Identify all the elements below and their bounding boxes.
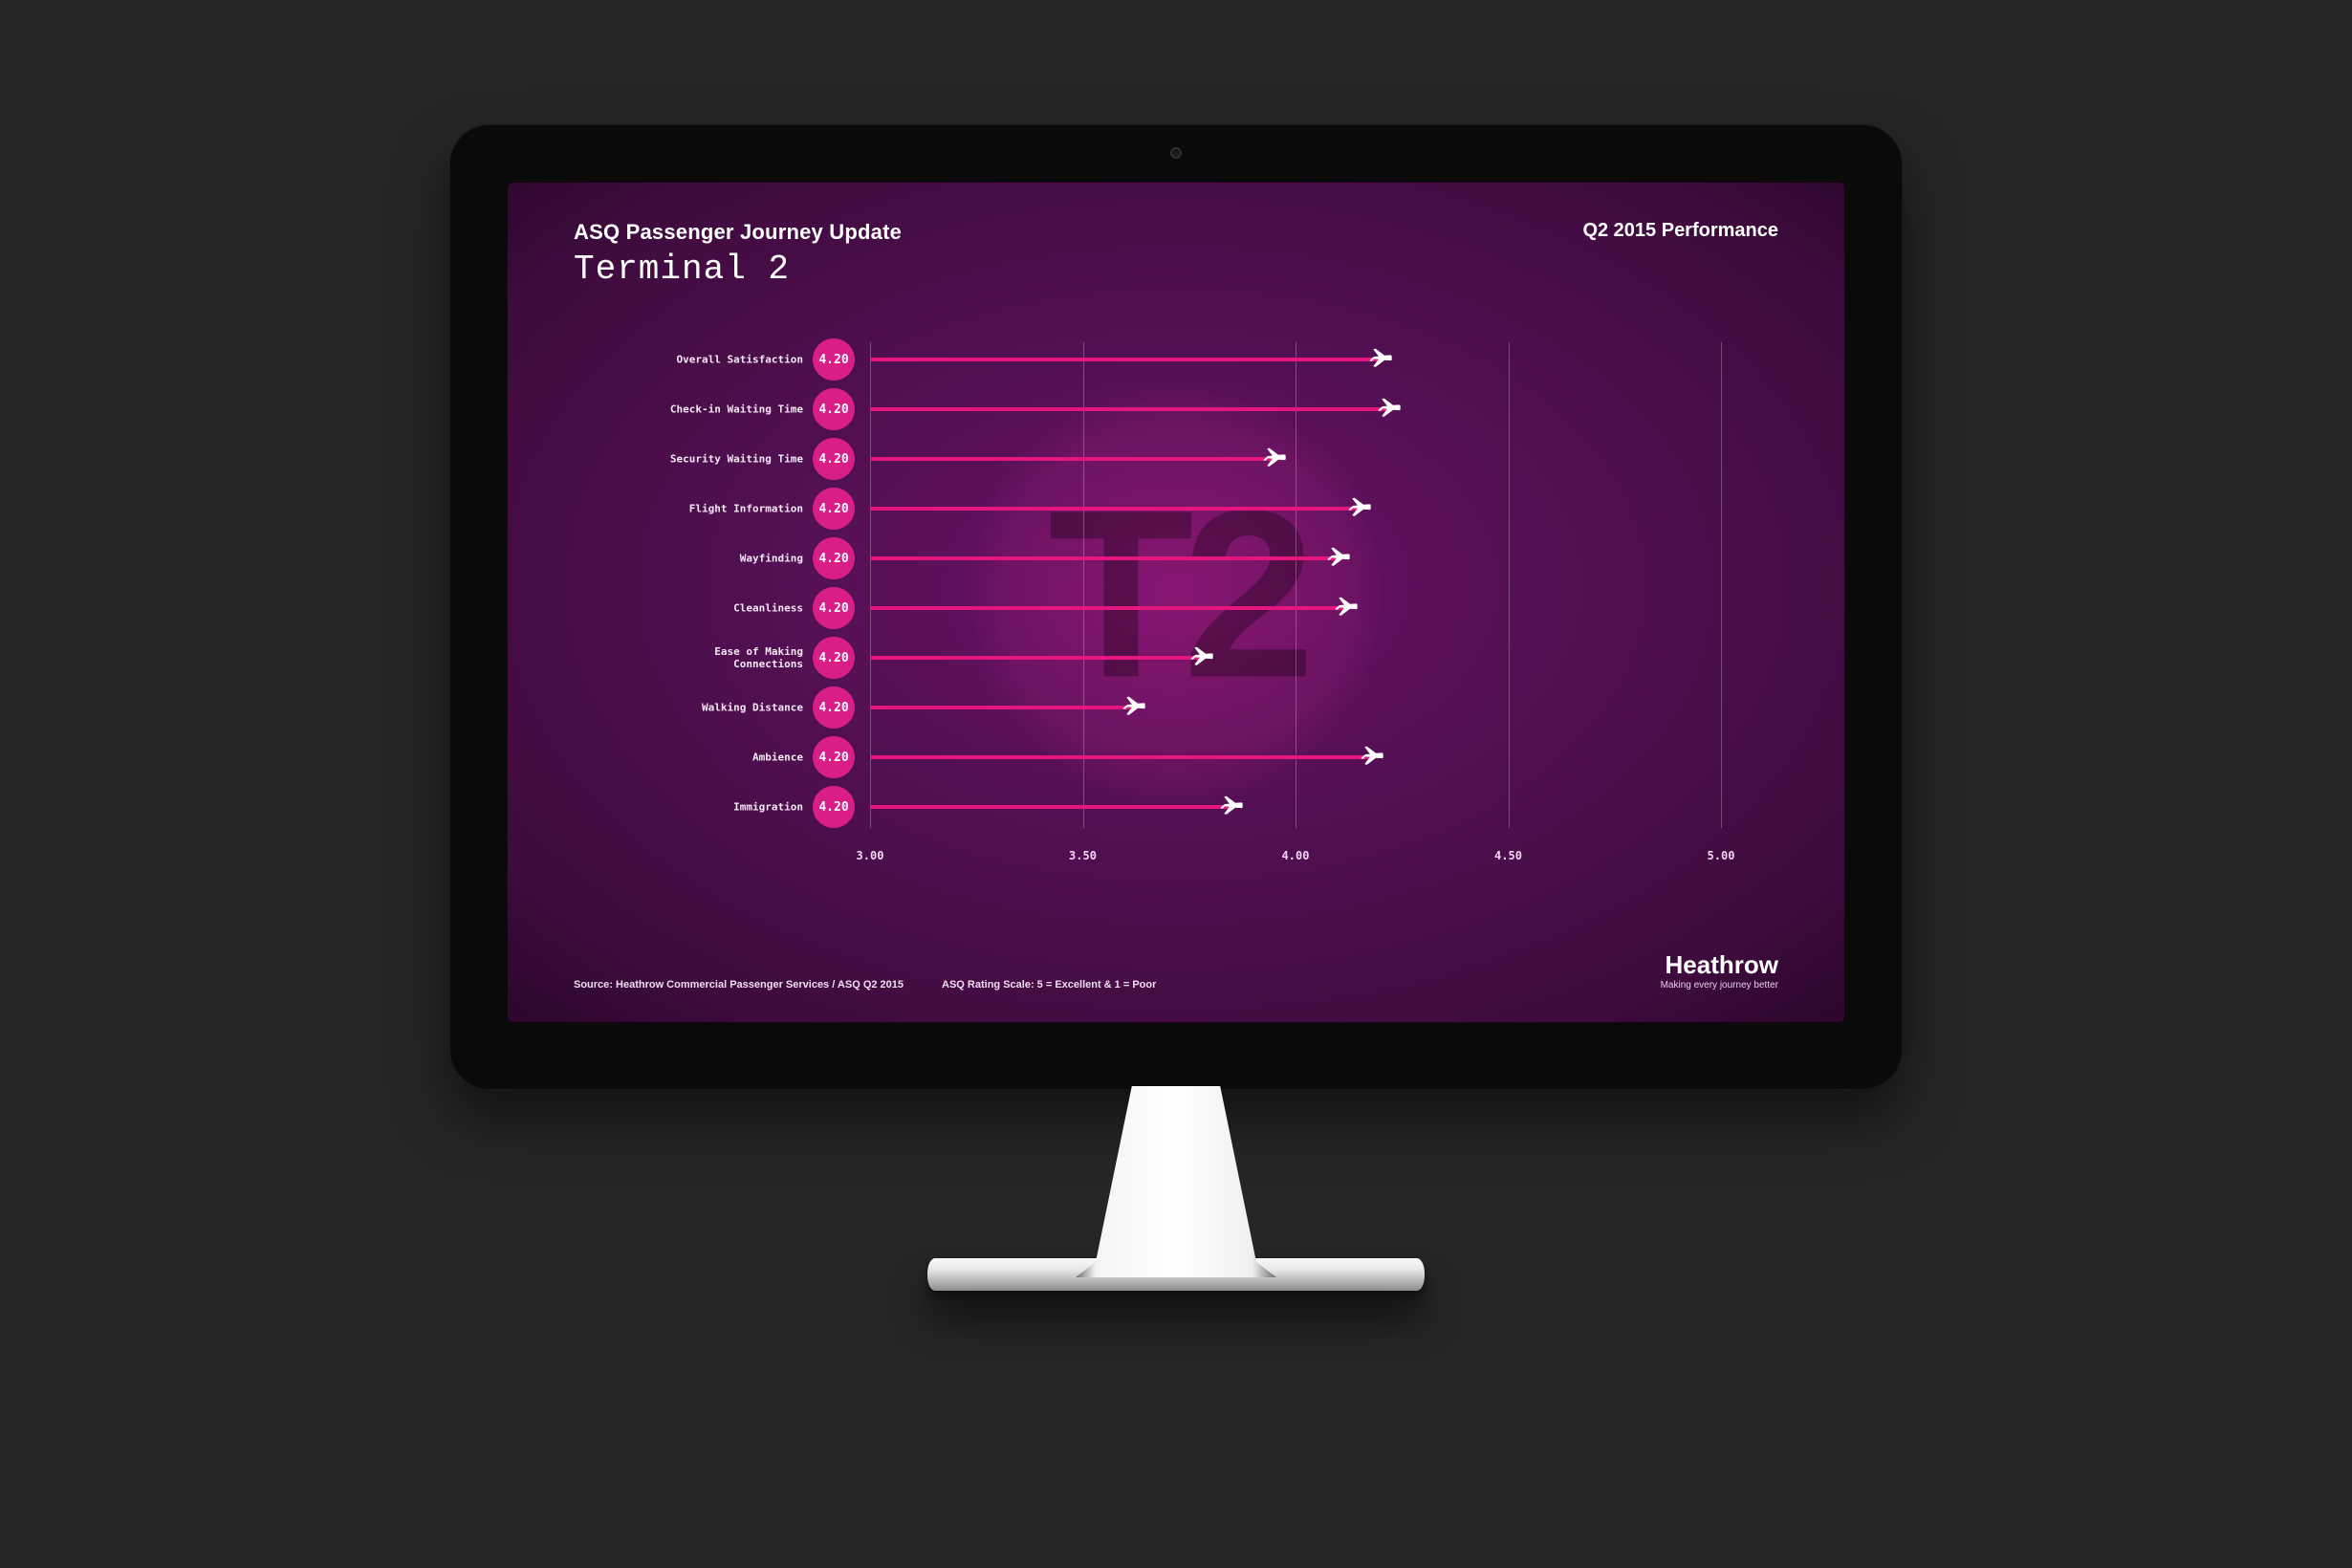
chart-row: Walking Distance 4.20 [612,683,1721,732]
slide-performance-label: Q2 2015 Performance [1582,220,1778,242]
chart-row-label: Ambience [612,751,803,764]
chart-gridline [1721,342,1722,828]
chart-row-label: Flight Information [612,503,803,515]
chart-rows: Overall Satisfaction 4.20 Check-in Waitin… [612,335,1721,832]
chart-row: Security Waiting Time 4.20 [612,434,1721,484]
airplane-icon [1359,744,1385,771]
x-tick-label: 4.00 [1282,841,1310,870]
chart-row: Flight Information 4.20 [612,484,1721,534]
chart-row-label: Check-in Waiting Time [612,403,803,416]
chart-bar [870,755,1372,759]
chart-row: Overall Satisfaction 4.20 [612,335,1721,384]
monitor-mock: T2 ASQ Passenger Journey Update Q2 2015 … [449,124,1903,1291]
slide-heading: ASQ Passenger Journey Update [574,220,902,245]
chart-bar [870,805,1231,809]
chart-track [870,359,1721,360]
slide-header: ASQ Passenger Journey Update Q2 2015 Per… [574,220,1778,245]
airplane-icon [1367,346,1394,373]
chart-bar [870,606,1346,610]
chart-value-badge: 4.20 [813,786,855,828]
slide-subtitle: Terminal 2 [574,252,790,287]
chart-track [870,508,1721,510]
chart: 3.00 3.50 4.00 4.50 5.00 Overall Satisfactio… [612,335,1750,870]
chart-bar [870,457,1274,461]
chart-bar [870,407,1389,411]
chart-track [870,756,1721,758]
airplane-icon [1188,644,1215,671]
brand-name: Heathrow [1661,952,1778,977]
airplane-icon [1261,446,1288,472]
chart-bar [870,706,1134,709]
chart-bar [870,507,1360,511]
chart-row: Wayfinding 4.20 [612,534,1721,583]
footer-notes: Source: Heathrow Commercial Passenger Se… [574,979,1156,991]
chart-row-label: Immigration [612,801,803,814]
airplane-icon [1333,595,1360,621]
airplane-icon [1121,694,1147,721]
chart-row-label: Cleanliness [612,602,803,615]
chart-value-badge: 4.20 [813,637,855,679]
chart-track [870,557,1721,559]
airplane-icon [1346,495,1373,522]
chart-row: Ease of MakingConnections 4.20 [612,633,1721,683]
brand-tagline: Making every journey better [1661,981,1778,991]
chart-row: Check-in Waiting Time 4.20 [612,384,1721,434]
x-tick-label: 4.50 [1494,841,1522,870]
chart-value-badge: 4.20 [813,736,855,778]
chart-x-axis-labels: 3.003.504.004.505.00 [870,841,1721,870]
footer-source: Source: Heathrow Commercial Passenger Se… [574,979,904,991]
chart-value-badge: 4.20 [813,438,855,480]
chart-value-badge: 4.20 [813,388,855,430]
x-tick-label: 3.00 [857,841,884,870]
chart-bar [870,556,1339,560]
monitor-screen: T2 ASQ Passenger Journey Update Q2 2015 … [507,182,1845,1023]
chart-row-label: Wayfinding [612,553,803,565]
chart-value-badge: 4.20 [813,537,855,579]
chart-row-label: Walking Distance [612,702,803,714]
chart-track [870,806,1721,808]
chart-value-badge: 4.20 [813,587,855,629]
chart-value-badge: 4.20 [813,338,855,381]
chart-row: Ambience 4.20 [612,732,1721,782]
monitor-bezel: T2 ASQ Passenger Journey Update Q2 2015 … [449,124,1903,1090]
monitor-neck [1076,1086,1276,1277]
chart-value-badge: 4.20 [813,686,855,729]
chart-row: Cleanliness 4.20 [612,583,1721,633]
airplane-icon [1376,396,1403,423]
chart-bar [870,358,1381,361]
airplane-icon [1218,794,1245,820]
slide-footer: Source: Heathrow Commercial Passenger Se… [574,952,1778,991]
chart-bar [870,656,1202,660]
camera-dot [1170,147,1182,159]
chart-value-badge: 4.20 [813,488,855,530]
x-tick-label: 3.50 [1069,841,1097,870]
chart-track [870,607,1721,609]
airplane-icon [1325,545,1352,572]
page-stage: T2 ASQ Passenger Journey Update Q2 2015 … [0,0,2352,1568]
chart-track [870,458,1721,460]
slide: T2 ASQ Passenger Journey Update Q2 2015 … [507,182,1845,1023]
chart-row: Immigration 4.20 [612,782,1721,832]
brand-logo: Heathrow Making every journey better [1661,952,1778,991]
chart-row-label: Ease of MakingConnections [612,645,803,670]
footer-scale-note: ASQ Rating Scale: 5 = Excellent & 1 = Po… [942,979,1156,991]
chart-row-label: Security Waiting Time [612,453,803,466]
x-tick-label: 5.00 [1708,841,1735,870]
chart-row-label: Overall Satisfaction [612,354,803,366]
chart-track [870,707,1721,708]
chart-track [870,657,1721,659]
chart-track [870,408,1721,410]
